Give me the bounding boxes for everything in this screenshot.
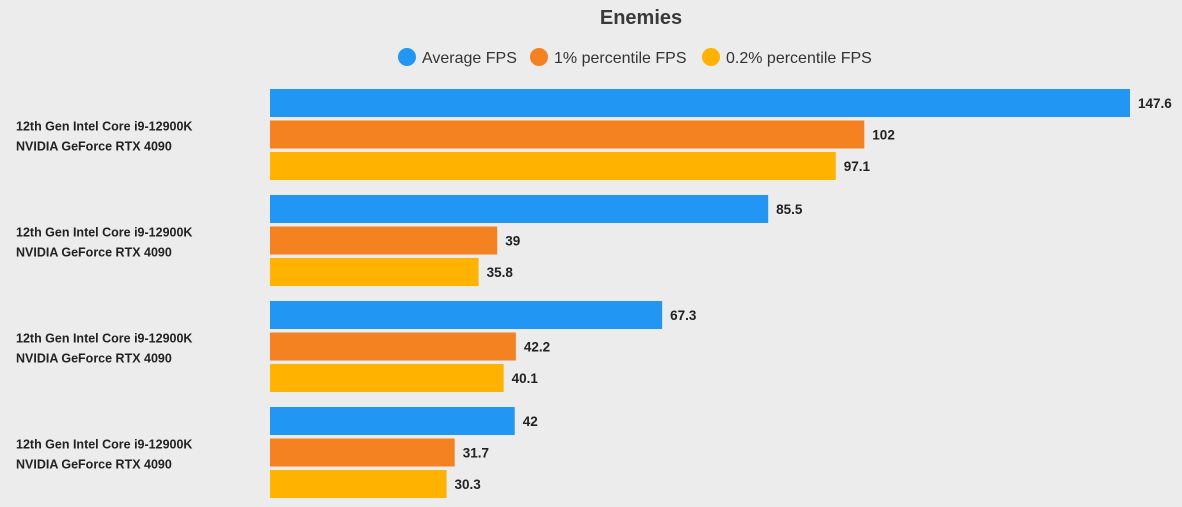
bar[interactable] (270, 195, 769, 223)
bar[interactable] (270, 438, 455, 467)
legend-item[interactable]: Average FPS (398, 48, 517, 67)
category-group: 12th Gen Intel Core i9-12900K NVIDIA GeFo… (16, 89, 1172, 180)
category-label: 12th Gen Intel Core i9-12900K NVIDIA GeFo… (16, 120, 192, 154)
bar[interactable] (270, 258, 479, 286)
category-label: 12th Gen Intel Core i9-12900K NVIDIA GeFo… (16, 226, 192, 260)
data-label: 39 (505, 234, 520, 249)
category-label-line: NVIDIA GeForce RTX 4090 (16, 140, 172, 154)
bar[interactable] (270, 470, 447, 498)
bar[interactable] (270, 407, 515, 435)
category-label-line: 12th Gen Intel Core i9-12900K (16, 438, 192, 452)
data-label: 102 (872, 128, 895, 143)
bar[interactable] (270, 152, 836, 180)
bar[interactable] (270, 301, 663, 329)
legend-label: 1% percentile FPS (554, 50, 687, 67)
category-group: 12th Gen Intel Core i9-12900K NVIDIA GeFo… (16, 407, 538, 498)
legend-item[interactable]: 1% percentile FPS (530, 48, 687, 67)
legend-marker (530, 48, 548, 66)
data-label: 97.1 (844, 159, 871, 174)
category-label-line: 12th Gen Intel Core i9-12900K (16, 120, 192, 134)
bar[interactable] (270, 120, 865, 149)
category-group: 12th Gen Intel Core i9-12900K NVIDIA GeFo… (16, 301, 697, 392)
category-label-line: NVIDIA GeForce RTX 4090 (16, 458, 172, 472)
chart-title: Enemies (600, 7, 682, 29)
legend-label: 0.2% percentile FPS (726, 50, 872, 67)
bar[interactable] (270, 89, 1130, 117)
data-label: 31.7 (463, 446, 489, 461)
plot-area: 12th Gen Intel Core i9-12900K NVIDIA GeFo… (16, 89, 1172, 498)
category-label-line: NVIDIA GeForce RTX 4090 (16, 352, 172, 366)
category-label-line: 12th Gen Intel Core i9-12900K (16, 226, 192, 240)
category-label-line: 12th Gen Intel Core i9-12900K (16, 332, 192, 346)
category-label-line: NVIDIA GeForce RTX 4090 (16, 246, 172, 260)
data-label: 147.6 (1138, 96, 1172, 111)
legend: Average FPS 1% percentile FPS 0.2% percent… (398, 48, 872, 67)
legend-marker (398, 48, 416, 66)
data-label: 85.5 (776, 202, 803, 217)
legend-marker (702, 48, 720, 66)
bar[interactable] (270, 364, 504, 392)
category-label: 12th Gen Intel Core i9-12900K NVIDIA GeFo… (16, 332, 192, 366)
category-group: 12th Gen Intel Core i9-12900K NVIDIA GeFo… (16, 195, 803, 286)
legend-label: Average FPS (422, 50, 517, 67)
data-label: 40.1 (512, 371, 539, 386)
data-label: 42.2 (524, 340, 550, 355)
data-label: 35.8 (487, 265, 514, 280)
legend-item[interactable]: 0.2% percentile FPS (702, 48, 872, 67)
data-label: 67.3 (670, 308, 697, 323)
bar[interactable] (270, 226, 498, 255)
category-label: 12th Gen Intel Core i9-12900K NVIDIA GeFo… (16, 438, 192, 472)
bar[interactable] (270, 332, 516, 361)
data-label: 30.3 (455, 477, 482, 492)
data-label: 42 (523, 414, 538, 429)
